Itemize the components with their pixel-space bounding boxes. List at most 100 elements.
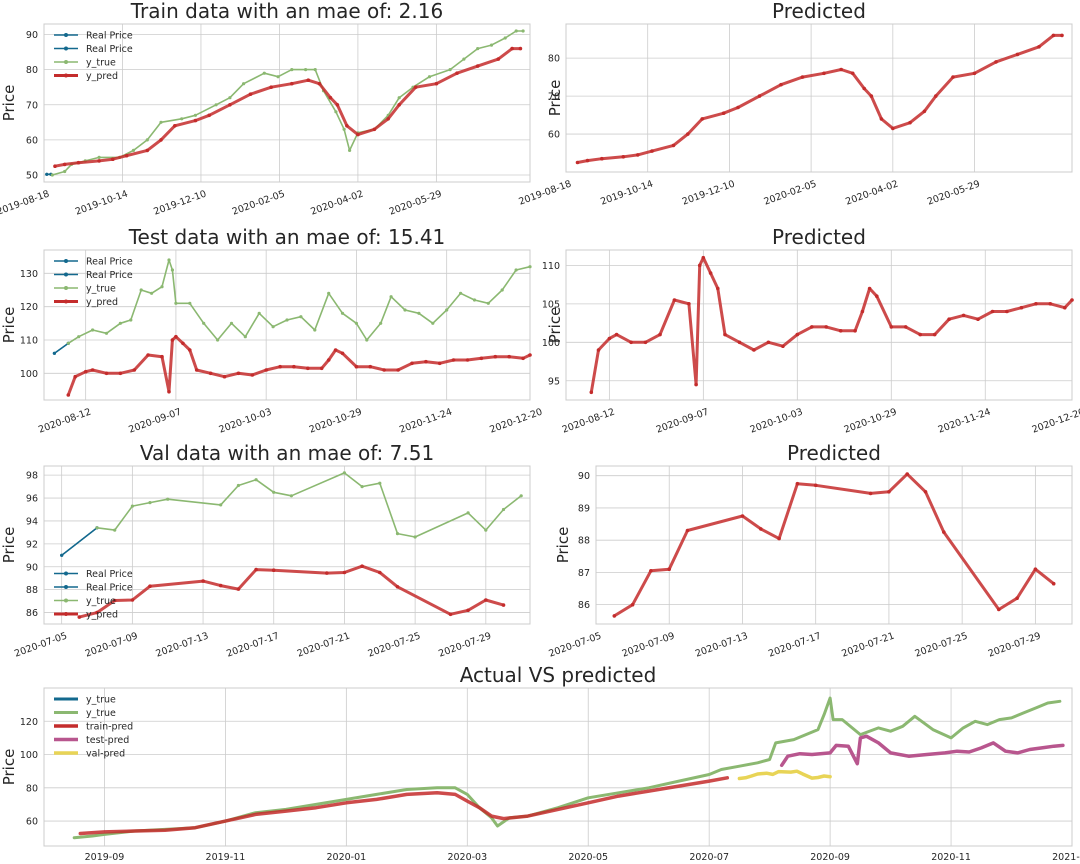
plot-area bbox=[43, 249, 531, 401]
data-point bbox=[649, 569, 653, 573]
data-point bbox=[160, 354, 164, 359]
data-point bbox=[466, 511, 470, 515]
legend-marker bbox=[64, 299, 68, 304]
data-point bbox=[514, 29, 518, 33]
data-point bbox=[501, 507, 506, 512]
data-point bbox=[201, 579, 205, 583]
x-tick-label: 2020-03 bbox=[447, 852, 487, 863]
chart-title: Train data with an mae of: 2.16 bbox=[130, 0, 443, 23]
legend-label: y_pred bbox=[86, 71, 118, 82]
data-point bbox=[451, 358, 456, 362]
chart-title: Predicted bbox=[787, 441, 881, 465]
plot-area bbox=[565, 23, 1073, 173]
data-point bbox=[229, 321, 234, 325]
data-point bbox=[961, 313, 966, 318]
y-tick-label: 88 bbox=[578, 536, 590, 547]
data-point bbox=[813, 483, 818, 488]
data-point bbox=[889, 325, 894, 329]
data-point bbox=[276, 75, 280, 79]
y-tick-label: 100 bbox=[542, 338, 560, 349]
y-tick-label: 90 bbox=[578, 471, 590, 482]
plot-area bbox=[565, 249, 1073, 401]
data-point bbox=[77, 335, 81, 339]
data-point bbox=[97, 155, 101, 159]
data-point bbox=[180, 117, 184, 121]
data-point bbox=[737, 340, 742, 345]
data-point bbox=[486, 301, 490, 305]
data-point bbox=[448, 612, 453, 617]
x-tick-label: 2020-07-21 bbox=[296, 630, 352, 659]
data-point bbox=[174, 334, 178, 339]
data-point bbox=[181, 341, 185, 346]
data-point bbox=[643, 340, 648, 345]
legend: Real Price Real Price y_true y_pred bbox=[54, 257, 133, 308]
data-point bbox=[501, 603, 506, 607]
y-tick-label: 80 bbox=[26, 65, 38, 76]
data-point bbox=[716, 286, 720, 291]
chart-title: Predicted bbox=[772, 225, 866, 249]
y-axis-label: Price bbox=[546, 307, 564, 344]
data-point bbox=[304, 68, 308, 72]
plot-area bbox=[595, 465, 1073, 625]
y-tick-label: 94 bbox=[26, 516, 38, 527]
data-point bbox=[45, 172, 49, 176]
data-point bbox=[891, 126, 895, 131]
data-point bbox=[635, 153, 640, 157]
data-point bbox=[145, 148, 150, 153]
x-tick-label: 2019-08-18 bbox=[0, 188, 51, 217]
data-point bbox=[104, 371, 109, 376]
data-point bbox=[257, 311, 261, 315]
data-point bbox=[1063, 305, 1067, 310]
x-tick-label: 2020-05-29 bbox=[388, 188, 444, 217]
chart-train_pred: 60 70 80 2019-08-18 2019-10-14 2019-12-10 2020… bbox=[517, 0, 1073, 208]
data-point bbox=[365, 338, 369, 342]
data-point bbox=[879, 117, 884, 121]
chart-val_pred: 86 87 88 89 90 2020-07-05 2020-07-09 2020-07-13… bbox=[547, 441, 1073, 660]
legend: Real Price Real Price y_true y_pred bbox=[54, 569, 133, 621]
y-tick-label: 92 bbox=[26, 539, 38, 550]
data-point bbox=[219, 503, 223, 507]
data-point bbox=[173, 124, 177, 128]
data-point bbox=[208, 371, 213, 376]
data-point bbox=[667, 567, 671, 571]
data-point bbox=[145, 138, 149, 142]
data-point bbox=[386, 117, 391, 121]
data-point bbox=[822, 71, 826, 76]
y-tick-label: 60 bbox=[548, 130, 560, 141]
legend-label: y_true bbox=[86, 596, 116, 607]
y-axis-label: Price bbox=[546, 80, 564, 117]
data-point bbox=[507, 354, 512, 359]
legend-label: train-pred bbox=[86, 722, 133, 733]
data-point bbox=[607, 336, 612, 341]
legend-marker bbox=[64, 272, 68, 277]
data-point bbox=[479, 356, 484, 361]
data-point bbox=[437, 361, 442, 366]
data-point bbox=[159, 120, 163, 124]
data-point bbox=[95, 526, 99, 530]
x-tick-label: 2020-11-24 bbox=[398, 406, 454, 435]
data-point bbox=[800, 75, 805, 79]
y-tick-label: 95 bbox=[548, 376, 560, 387]
data-point bbox=[131, 148, 136, 152]
y-tick-label: 110 bbox=[20, 336, 38, 347]
data-point bbox=[427, 75, 432, 79]
series-line-y-true bbox=[51, 30, 524, 176]
data-point bbox=[148, 584, 152, 588]
legend-label: Real Price bbox=[86, 31, 133, 42]
data-point bbox=[448, 68, 452, 72]
data-point bbox=[193, 118, 198, 123]
x-tick-label: 2019-09 bbox=[85, 852, 125, 863]
data-point bbox=[514, 268, 518, 272]
data-point bbox=[496, 57, 501, 61]
data-point bbox=[905, 472, 909, 476]
data-point bbox=[1005, 309, 1009, 314]
data-point bbox=[759, 527, 763, 531]
data-point bbox=[462, 57, 466, 61]
data-point bbox=[766, 340, 771, 345]
data-point bbox=[146, 353, 150, 357]
legend-label: y_true bbox=[86, 695, 116, 706]
data-point bbox=[685, 528, 690, 533]
legend-label: y_true bbox=[86, 58, 116, 69]
data-point bbox=[91, 328, 95, 332]
data-point bbox=[243, 335, 247, 339]
